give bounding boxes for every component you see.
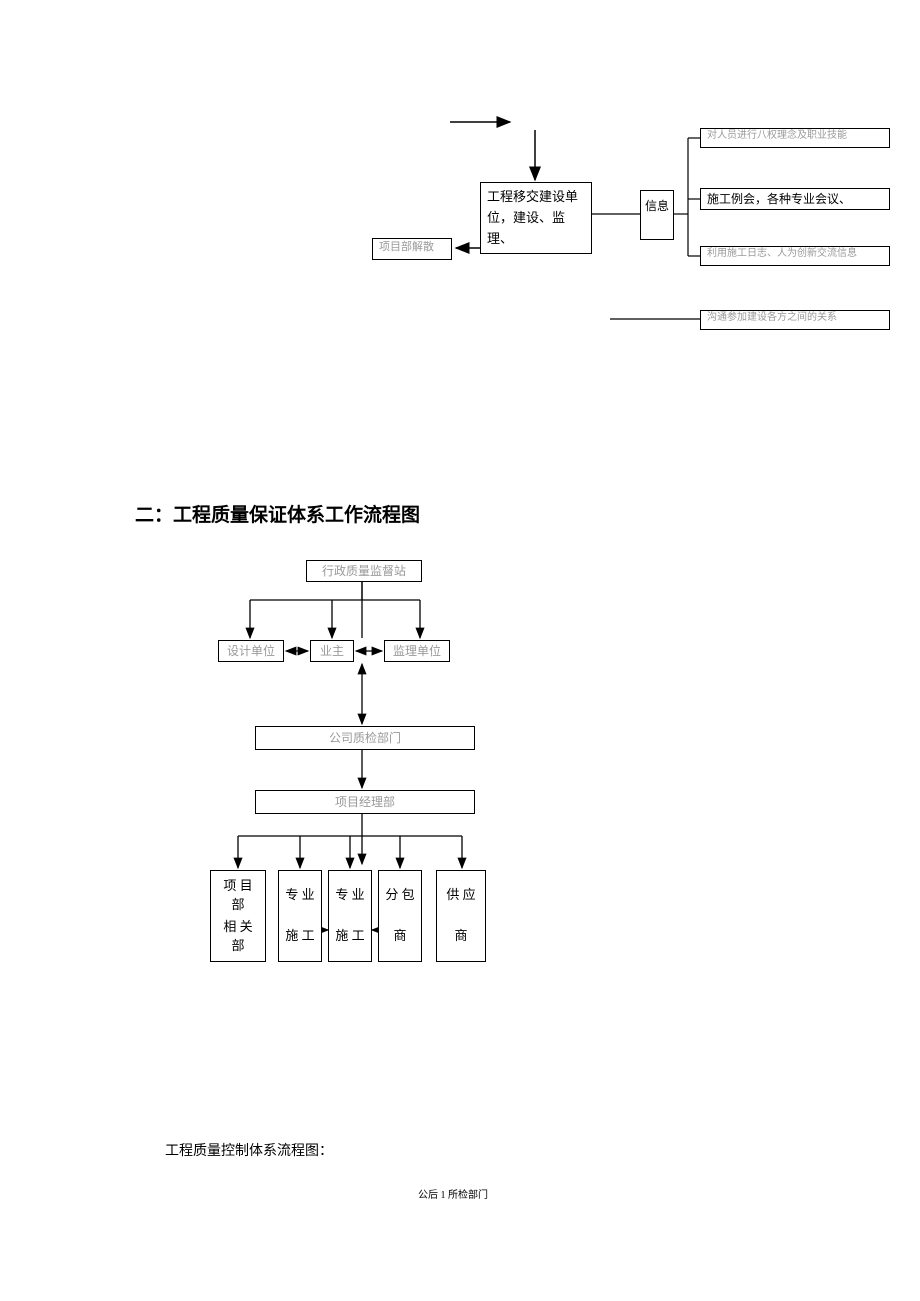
d2-bottom-3: 专 业 施 工 [328, 870, 372, 962]
d2-b1-l1: 项 目 部 [217, 877, 259, 913]
d2-bottom-2: 专 业 施 工 [278, 870, 322, 962]
d2-owner: 业主 [310, 640, 354, 662]
footer-small-text: 公后 1 所检部门 [418, 1186, 488, 1201]
d2-b5-l1: 供 应 [446, 886, 475, 904]
d2-b1-l2: 相 关 部 [217, 918, 259, 954]
d2-supervision-unit: 监理单位 [384, 640, 450, 662]
d2-b4-l1: 分 包 [385, 886, 414, 904]
d2-company-qc: 公司质检部门 [255, 726, 475, 750]
d2-bottom-4: 分 包 商 [378, 870, 422, 962]
d1-left-box: 项目部解散 [372, 238, 452, 260]
d1-center-box: 工程移交建设单位，建设、监理、 [480, 182, 592, 254]
d2-b4-l2: 商 [393, 927, 406, 945]
d1-r3: 利用施工日志、人为创新交流信息 [700, 246, 890, 266]
d2-b3-l2: 施 工 [335, 927, 364, 945]
d2-top: 行政质量监督站 [306, 560, 422, 582]
d1-r2: 施工例会，各种专业会议、 [700, 188, 890, 210]
d1-r4: 沟通参加建设各方之间的关系 [700, 310, 890, 330]
section-heading-1: 二：工程质量保证体系工作流程图 [135, 500, 420, 527]
d2-b3-l1: 专 业 [335, 886, 364, 904]
d2-project-mgr-dept: 项目经理部 [255, 790, 475, 814]
d2-bottom-5: 供 应 商 [436, 870, 486, 962]
d2-b2-l1: 专 业 [285, 886, 314, 904]
section-heading-2: 工程质量控制体系流程图： [165, 1140, 333, 1160]
d2-b5-l2: 商 [454, 927, 467, 945]
d1-r1: 对人员进行八权理念及职业技能 [700, 128, 890, 148]
d2-design-unit: 设计单位 [218, 640, 284, 662]
d2-b2-l2: 施 工 [285, 927, 314, 945]
d2-bottom-1: 项 目 部 相 关 部 [210, 870, 266, 962]
d1-info-stub: 信息 [640, 190, 674, 240]
